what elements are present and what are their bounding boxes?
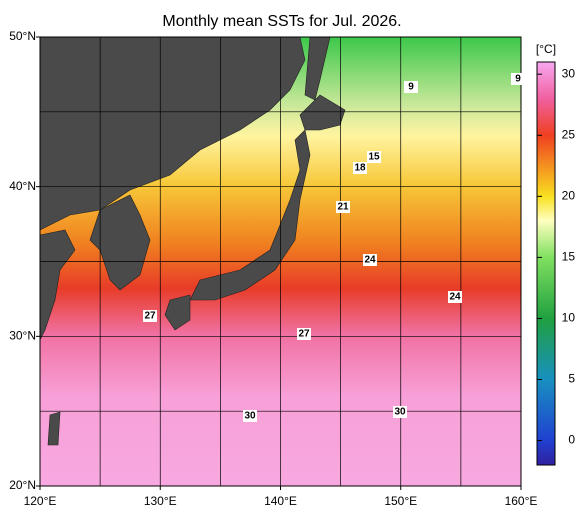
contour-label: 9 — [408, 82, 414, 93]
contour-label-box — [367, 151, 381, 163]
contour-label: 21 — [337, 202, 349, 213]
contour-label-box — [393, 406, 407, 418]
contour-label-box — [143, 310, 157, 322]
contour-label: 24 — [449, 292, 461, 303]
contour-label-box — [363, 254, 377, 266]
y-tick-label: 20°N — [9, 478, 36, 492]
contour-label-box — [353, 162, 367, 174]
contour-label-box — [448, 291, 462, 303]
y-tick-label: 30°N — [9, 329, 36, 343]
x-tick-label: 130°E — [144, 494, 177, 508]
colorbar-unit: [°C] — [536, 42, 556, 56]
contour-label: 30 — [394, 407, 406, 418]
colorbar-tick-label: 5 — [568, 372, 575, 386]
colorbar-tick-label: 15 — [562, 250, 576, 264]
colorbar — [536, 61, 556, 466]
colorbar-tick-label: 30 — [562, 66, 576, 80]
contour-label-box — [297, 328, 311, 340]
contour-label-box — [243, 410, 257, 422]
x-tick-label: 160°E — [505, 494, 538, 508]
contour-label: 9 — [515, 74, 521, 85]
contour-label: 27 — [298, 329, 310, 340]
contour-label: 15 — [368, 152, 380, 163]
colorbar-tick-label: 0 — [568, 433, 575, 447]
colorbar-tick-label: 10 — [562, 311, 576, 325]
y-tick-label: 50°N — [9, 29, 36, 43]
contour-label: 27 — [144, 311, 156, 322]
y-tick-label: 40°N — [9, 179, 36, 193]
contour-label-box — [336, 201, 350, 213]
colorbar-tick-label: 25 — [562, 127, 576, 141]
contour-label: 18 — [354, 163, 366, 174]
colorbar-tick-label: 20 — [562, 189, 576, 203]
x-tick-label: 120°E — [24, 494, 57, 508]
contour-label: 30 — [244, 411, 256, 422]
contour-label-box — [511, 73, 525, 85]
map-title: Monthly mean SSTs for Jul. 2026. — [162, 13, 401, 30]
contour-label: 24 — [364, 255, 376, 266]
contour-label-box — [404, 81, 418, 93]
x-tick-label: 140°E — [264, 494, 297, 508]
land — [39, 36, 346, 446]
x-tick-label: 150°E — [384, 494, 417, 508]
